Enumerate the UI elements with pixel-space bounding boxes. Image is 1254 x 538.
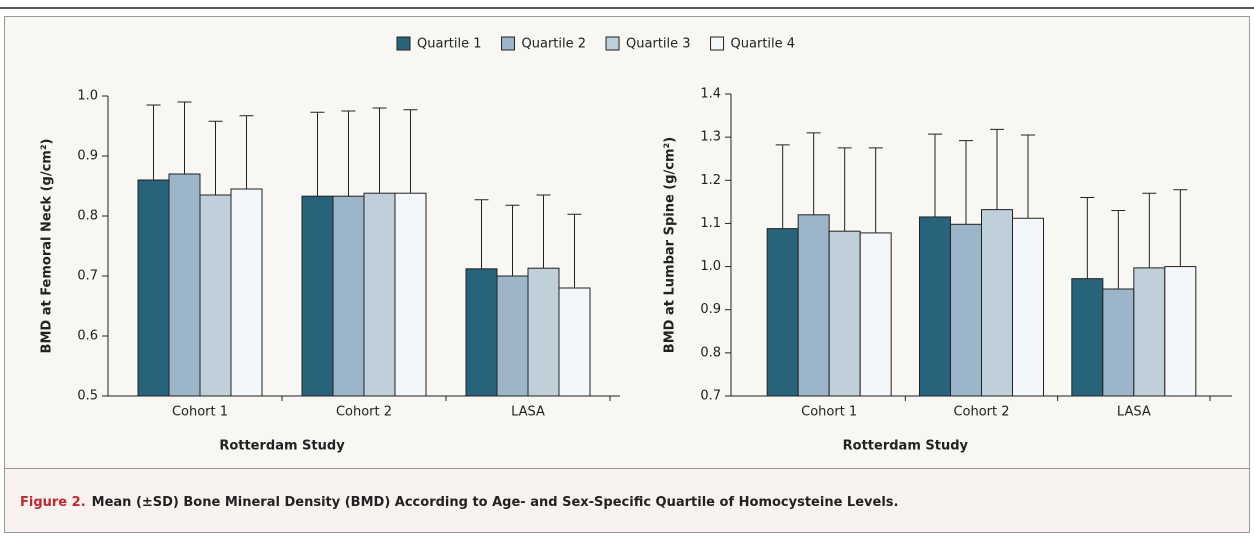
caption-box — [4, 468, 1250, 533]
caption: Figure 2. Mean (±SD) Bone Mineral Density… — [20, 495, 898, 510]
bar — [797, 214, 830, 397]
error-bar — [208, 120, 223, 195]
y-tick-label: 1.2 — [700, 173, 721, 188]
error-bar — [1080, 197, 1095, 279]
bar — [828, 230, 861, 397]
error-bar — [505, 204, 520, 276]
legend-swatch — [501, 36, 516, 51]
error-bar — [1021, 134, 1035, 219]
bar — [199, 194, 232, 397]
bar — [168, 173, 201, 397]
x-tick-label: LASA — [1117, 405, 1151, 420]
y-tick-label: 0.6 — [77, 329, 98, 344]
x-tick-label: Cohort 1 — [801, 405, 857, 420]
error-bar — [474, 199, 489, 269]
bar — [1071, 278, 1104, 397]
error-bar — [837, 147, 852, 232]
y-tick-label: 0.9 — [77, 149, 98, 164]
bar — [919, 216, 951, 397]
error-bar — [239, 115, 254, 189]
y-tick-label: 1.3 — [700, 130, 721, 145]
error-bar — [177, 101, 192, 174]
legend-swatch — [396, 36, 411, 51]
error-bar — [310, 111, 325, 197]
y-tick-label: 0.9 — [700, 302, 721, 317]
x-axis-label: Rotterdam Study — [843, 439, 969, 454]
error-bar — [868, 147, 883, 233]
bar — [1133, 267, 1166, 397]
error-bar — [806, 132, 821, 215]
y-tick-label: 0.7 — [700, 389, 721, 404]
legend-label: Quartile 4 — [731, 37, 796, 52]
bar — [981, 209, 1013, 397]
error-bar — [928, 133, 942, 217]
legend: Quartile 1 Quartile 2 Quartile 3 Quartile 4 — [396, 36, 796, 52]
legend-swatch — [605, 36, 620, 51]
y-tick-label: 0.8 — [77, 209, 98, 224]
legend-swatch — [710, 36, 725, 51]
y-tick-label: 0.7 — [77, 269, 98, 284]
error-bar — [536, 194, 551, 269]
bar — [137, 179, 170, 397]
bar — [950, 223, 982, 397]
bar — [527, 267, 560, 397]
caption-label: Figure 2. — [20, 495, 86, 510]
error-bar — [567, 213, 582, 288]
bar — [332, 195, 365, 397]
y-tick-label: 1.1 — [700, 216, 721, 231]
x-tick-label: Cohort 2 — [953, 405, 1009, 420]
bar — [465, 268, 498, 397]
bar — [1164, 266, 1197, 397]
y-axis-label: BMD at Lumbar Spine (g/cm²) — [663, 137, 678, 353]
x-tick-label: LASA — [511, 405, 545, 420]
legend-label: Quartile 1 — [417, 37, 482, 52]
x-tick-label: Cohort 2 — [336, 405, 392, 420]
error-bar — [403, 109, 418, 194]
bar — [496, 275, 529, 397]
error-bar — [1111, 209, 1126, 290]
bar — [230, 188, 263, 397]
bar — [558, 287, 591, 397]
error-bar — [959, 140, 973, 225]
y-tick-label: 1.0 — [700, 259, 721, 274]
x-axis-label: Rotterdam Study — [219, 439, 345, 454]
legend-label: Quartile 3 — [626, 37, 691, 52]
error-bar — [1142, 192, 1157, 268]
bar — [363, 192, 396, 397]
x-tick-label: Cohort 1 — [172, 405, 228, 420]
y-axis-label: BMD at Femoral Neck (g/cm²) — [40, 139, 55, 354]
bar — [1012, 217, 1044, 397]
error-bar — [775, 144, 790, 229]
bar — [766, 228, 799, 397]
error-bar — [341, 110, 356, 197]
bar — [394, 192, 427, 397]
error-bar — [372, 107, 387, 194]
bar — [301, 195, 334, 397]
bar — [1102, 288, 1135, 397]
y-tick-label: 1.0 — [77, 89, 98, 104]
y-tick-label: 0.8 — [700, 345, 721, 360]
y-tick-label: 1.4 — [700, 87, 721, 102]
error-bar — [146, 104, 161, 180]
caption-text: Mean (±SD) Bone Mineral Density (BMD) Ac… — [92, 495, 899, 510]
error-bar — [1173, 189, 1188, 267]
y-tick-label: 0.5 — [77, 389, 98, 404]
legend-label: Quartile 2 — [522, 37, 587, 52]
error-bar — [990, 128, 1004, 210]
bar — [859, 232, 892, 397]
